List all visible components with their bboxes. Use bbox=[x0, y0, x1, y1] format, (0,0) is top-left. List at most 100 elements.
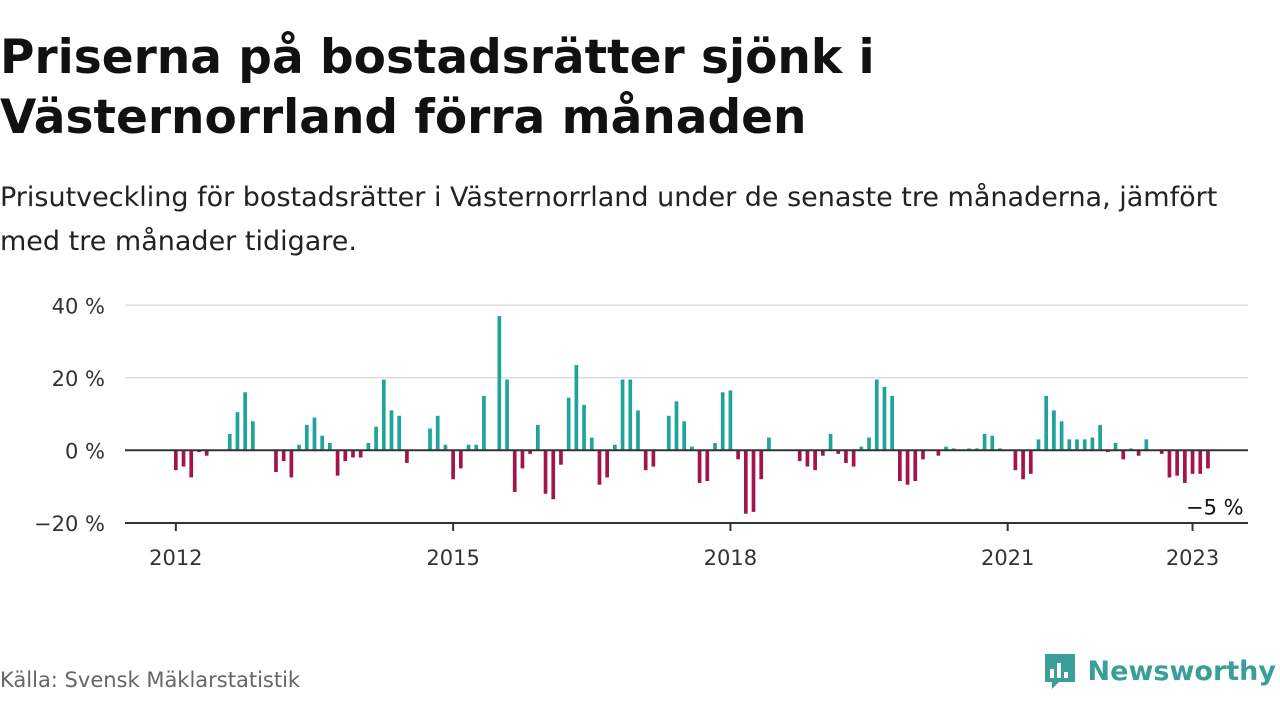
bar bbox=[405, 450, 409, 463]
x-tick-label: 2023 bbox=[1166, 546, 1219, 570]
bar bbox=[397, 415, 402, 451]
bar bbox=[351, 450, 355, 458]
bar bbox=[551, 450, 556, 500]
bar bbox=[474, 444, 479, 451]
bar bbox=[736, 450, 740, 460]
bar bbox=[844, 450, 848, 463]
bar bbox=[874, 379, 879, 451]
bar bbox=[389, 410, 394, 451]
bar bbox=[235, 412, 240, 451]
bar bbox=[690, 446, 694, 451]
bar bbox=[435, 415, 440, 451]
bar bbox=[636, 410, 640, 451]
x-tick-label: 2012 bbox=[149, 546, 202, 570]
bar bbox=[381, 379, 386, 451]
bar bbox=[1113, 443, 1118, 451]
bar bbox=[582, 404, 586, 451]
bar bbox=[535, 424, 540, 451]
bar bbox=[867, 437, 871, 451]
bar bbox=[898, 450, 902, 482]
bar bbox=[497, 316, 502, 451]
bar bbox=[374, 426, 378, 451]
bar bbox=[528, 450, 532, 454]
bar bbox=[597, 450, 602, 485]
bar bbox=[1159, 450, 1164, 454]
bar bbox=[828, 433, 833, 451]
bar bbox=[613, 444, 617, 451]
y-tick-label: 0 % bbox=[65, 439, 105, 463]
bar-chart: 40 % 20 % 0 % −20 % 2012 2015 2018 2021 2023 −5 % bbox=[34, 294, 1248, 570]
bar bbox=[921, 450, 925, 460]
bar bbox=[1098, 424, 1102, 451]
bar bbox=[605, 450, 610, 478]
bar bbox=[720, 392, 725, 451]
bar bbox=[1090, 437, 1095, 451]
bar bbox=[335, 450, 340, 476]
bar bbox=[905, 450, 910, 485]
bar bbox=[1175, 450, 1179, 476]
bar bbox=[482, 395, 486, 451]
bar bbox=[1167, 450, 1172, 478]
bar bbox=[243, 392, 248, 451]
bar bbox=[759, 450, 764, 480]
bar bbox=[173, 450, 178, 471]
y-tick-label: −20 % bbox=[34, 512, 105, 536]
bar bbox=[1198, 450, 1203, 474]
bar bbox=[1136, 450, 1141, 456]
bar bbox=[1082, 439, 1087, 451]
bar bbox=[443, 444, 448, 451]
bar bbox=[320, 435, 325, 451]
bar bbox=[1075, 439, 1079, 451]
bar bbox=[466, 444, 471, 451]
bar bbox=[944, 446, 948, 451]
bar bbox=[628, 379, 633, 451]
bar bbox=[1190, 450, 1195, 474]
bar bbox=[743, 450, 748, 514]
bar bbox=[189, 450, 194, 478]
x-tick-label: 2021 bbox=[981, 546, 1034, 570]
brand-logo: Newsworthy bbox=[1042, 651, 1276, 691]
x-tick-label: 2018 bbox=[704, 546, 757, 570]
bar bbox=[512, 450, 517, 492]
bar bbox=[1036, 439, 1041, 451]
bar bbox=[1052, 410, 1056, 451]
bar bbox=[751, 450, 756, 512]
bar bbox=[936, 450, 941, 456]
bar bbox=[1182, 450, 1187, 483]
chart-subtitle: Prisutveckling för bostadsrätter i Väste… bbox=[0, 182, 1218, 257]
bar bbox=[343, 450, 348, 462]
bar bbox=[1013, 450, 1018, 471]
bar bbox=[851, 450, 856, 467]
y-tick-label: 40 % bbox=[52, 294, 105, 318]
bar bbox=[451, 450, 455, 480]
last-value-annotation: −5 % bbox=[1186, 495, 1244, 519]
bar bbox=[1144, 439, 1149, 451]
bar bbox=[589, 437, 594, 451]
bar bbox=[312, 417, 317, 451]
bar bbox=[805, 450, 810, 467]
bar bbox=[358, 450, 363, 458]
y-tick-label: 20 % bbox=[52, 367, 105, 391]
bar bbox=[1059, 421, 1064, 451]
bar bbox=[366, 443, 371, 451]
bar bbox=[767, 437, 771, 451]
bar bbox=[458, 450, 463, 469]
bar bbox=[859, 446, 864, 451]
bar bbox=[274, 450, 278, 472]
bar bbox=[990, 435, 995, 451]
bar bbox=[813, 450, 817, 471]
bar bbox=[566, 397, 571, 451]
bar bbox=[666, 415, 671, 451]
bar bbox=[574, 365, 579, 451]
bar bbox=[204, 450, 209, 456]
bar bbox=[328, 443, 332, 451]
bar bbox=[251, 421, 255, 451]
bar bbox=[1121, 450, 1126, 460]
bar bbox=[1206, 450, 1210, 469]
bar bbox=[913, 450, 918, 482]
x-tick-label: 2015 bbox=[426, 546, 479, 570]
bar bbox=[643, 450, 648, 471]
bar bbox=[1028, 450, 1033, 474]
bar bbox=[620, 379, 625, 451]
bar bbox=[882, 386, 887, 451]
